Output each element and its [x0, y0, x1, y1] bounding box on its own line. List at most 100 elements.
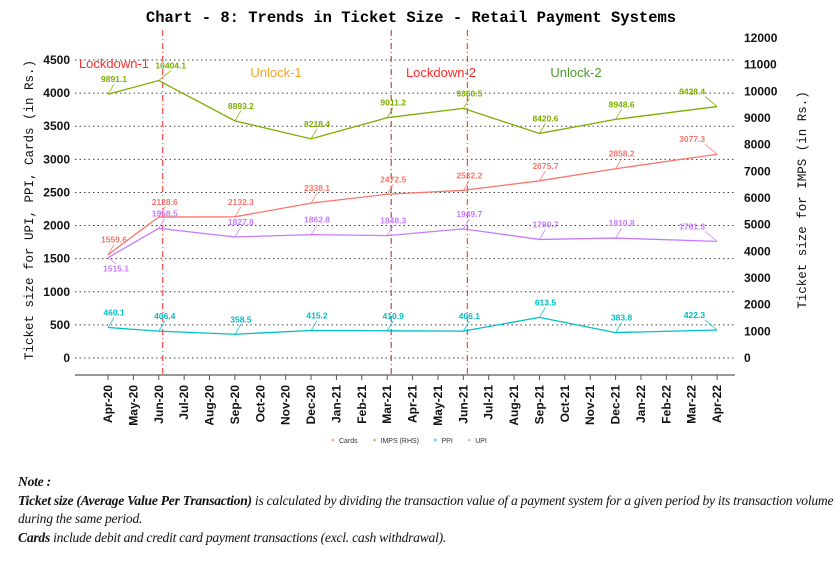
label-leader: [463, 98, 470, 109]
data-label: 1790.7: [532, 219, 558, 229]
label-leader: [158, 218, 166, 229]
label-leader: [310, 192, 318, 204]
x-tick-label: May-20: [126, 385, 140, 426]
label-leader: [615, 109, 622, 120]
data-label: 613.5: [535, 297, 557, 307]
x-tick-label: Feb-22: [659, 385, 673, 424]
data-label: 2132.3: [228, 197, 254, 207]
label-leader: [310, 320, 318, 331]
label-leader: [615, 322, 622, 333]
data-label: 2532.2: [456, 170, 482, 180]
notes-heading: Note :: [18, 474, 51, 489]
data-label: 2472.5: [380, 174, 406, 184]
notes-line2-bold: Cards: [18, 529, 50, 545]
y-right-tick-label: 6000: [744, 191, 771, 205]
label-leader: [158, 320, 166, 332]
data-label: 1958.5: [152, 208, 178, 218]
phase-label: Unlock-2: [550, 65, 601, 80]
chart-title: Chart - 8: Trends in Ticket Size - Retai…: [146, 9, 676, 27]
label-leader: [107, 244, 115, 255]
series-line-imps-rhs-: [107, 79, 718, 140]
data-label: 8893.2: [228, 101, 254, 111]
notes-line1-bold: Ticket size (Average Value Per Transacti…: [18, 492, 252, 508]
notes-line1: is calculated by dividing the transactio…: [18, 492, 834, 527]
label-leader: [158, 206, 166, 218]
data-label: 8420.6: [532, 113, 558, 123]
y-right-tick-label: 7000: [744, 164, 771, 178]
phase-label: Unlock-1: [250, 65, 301, 80]
label-leader: [158, 70, 171, 81]
y-right-tick-label: 9000: [744, 111, 771, 125]
data-label: 2675.7: [532, 161, 558, 171]
data-label: 2338.1: [304, 183, 330, 193]
label-leader: [310, 224, 318, 235]
series-lines: [107, 79, 718, 335]
series-line-cards: [107, 153, 718, 256]
x-tick-label: Apr-22: [710, 385, 724, 423]
data-label: 1761.3: [679, 221, 705, 231]
legend-marker-icon: *: [434, 437, 438, 446]
label-leader: [704, 231, 718, 242]
legend-marker-icon: *: [467, 437, 471, 446]
label-leader: [234, 226, 242, 238]
series-line-upi: [107, 227, 718, 259]
data-labels: 1559.6 2128.6 2132.3 2338.1 2472.5 2532.2 2675…: [101, 61, 718, 335]
x-tick-label: Jan-22: [634, 385, 648, 423]
data-label: 1827.8: [228, 217, 254, 227]
legend-label: Cards: [339, 438, 358, 445]
y-right-tick-label: 3000: [744, 271, 771, 285]
y-right-tick-label: 12000: [744, 31, 778, 45]
legend-marker-icon: *: [331, 437, 335, 446]
data-label: 3077.3: [679, 134, 705, 144]
label-leader: [539, 123, 546, 134]
data-label: 8948.6: [609, 99, 635, 109]
label-leader: [386, 107, 394, 118]
label-leader: [463, 218, 470, 230]
x-tick-label: Jul-20: [177, 385, 191, 420]
x-tick-label: Jun-20: [152, 385, 166, 424]
x-tick-label: Dec-21: [609, 385, 623, 425]
y-left-tick-label: 1000: [43, 285, 70, 299]
label-leader: [704, 96, 718, 107]
label-leader: [615, 227, 622, 239]
y-right-tick-label: 10000: [744, 84, 778, 98]
data-label: 1848.3: [380, 216, 406, 226]
y-right-tick-label: 11000: [744, 58, 777, 72]
left-axis: 0 500 1000 1500 2000 2500 3000 3500 4000 4500: [43, 53, 70, 365]
x-tick-label: Nov-20: [279, 385, 293, 425]
data-label: 1515.1: [103, 264, 129, 274]
x-tick-label: Sep-20: [228, 385, 242, 425]
y-right-tick-label: 2000: [744, 298, 771, 312]
data-label: 460.1: [103, 308, 125, 318]
y-right-tick-label: 5000: [744, 218, 771, 232]
label-leader: [386, 184, 394, 195]
data-label: 10404.1: [155, 61, 186, 71]
label-leader: [234, 324, 242, 335]
data-label: 422.3: [684, 310, 706, 320]
x-tick-label: Jul-21: [482, 385, 496, 420]
data-label: 9360.5: [456, 88, 482, 98]
x-tick-label: Mar-22: [685, 385, 699, 424]
data-label: 1949.7: [456, 209, 482, 219]
ticket-size-chart: Chart - 8: Trends in Ticket Size - Retai…: [23, 9, 810, 446]
x-tick-label: Apr-21: [406, 385, 420, 423]
y-right-tick-label: 4000: [744, 244, 771, 258]
label-leader: [704, 143, 718, 155]
label-leader: [463, 180, 470, 191]
y-right-tick-label: 0: [744, 351, 751, 365]
x-tick-label: Apr-20: [101, 385, 115, 423]
legend-label: PPI: [442, 438, 453, 445]
legend-label: IMPS (RHS): [381, 438, 420, 445]
x-tick-label: Nov-21: [583, 385, 597, 425]
label-leader: [539, 307, 546, 318]
y-left-tick-label: 3000: [43, 152, 70, 166]
y-left-tick-label: 2500: [43, 185, 70, 199]
x-tick-label: Mar-21: [380, 385, 394, 424]
data-label: 9428.4: [679, 87, 705, 97]
label-leader: [539, 170, 546, 181]
x-tick-label: Jan-21: [329, 385, 343, 423]
label-leader: [386, 225, 394, 236]
y-right-tick-label: 8000: [744, 138, 771, 152]
gridlines: [75, 59, 735, 359]
y-left-tick-label: 2000: [43, 219, 70, 233]
